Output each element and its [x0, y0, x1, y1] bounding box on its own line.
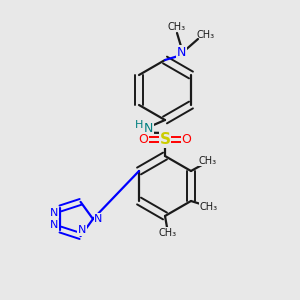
- Text: N: N: [144, 122, 153, 135]
- Text: N: N: [78, 225, 86, 235]
- Text: S: S: [160, 132, 170, 147]
- Text: O: O: [182, 133, 191, 146]
- Text: N: N: [50, 220, 59, 230]
- Text: CH₃: CH₃: [168, 22, 186, 32]
- Text: N: N: [177, 46, 186, 59]
- Text: O: O: [139, 133, 148, 146]
- Text: CH₃: CH₃: [159, 227, 177, 238]
- Text: CH₃: CH₃: [196, 29, 214, 40]
- Text: CH₃: CH₃: [200, 202, 218, 212]
- Text: N: N: [50, 208, 59, 218]
- Text: N: N: [94, 214, 103, 224]
- Text: H: H: [135, 120, 144, 130]
- Text: CH₃: CH₃: [198, 155, 217, 166]
